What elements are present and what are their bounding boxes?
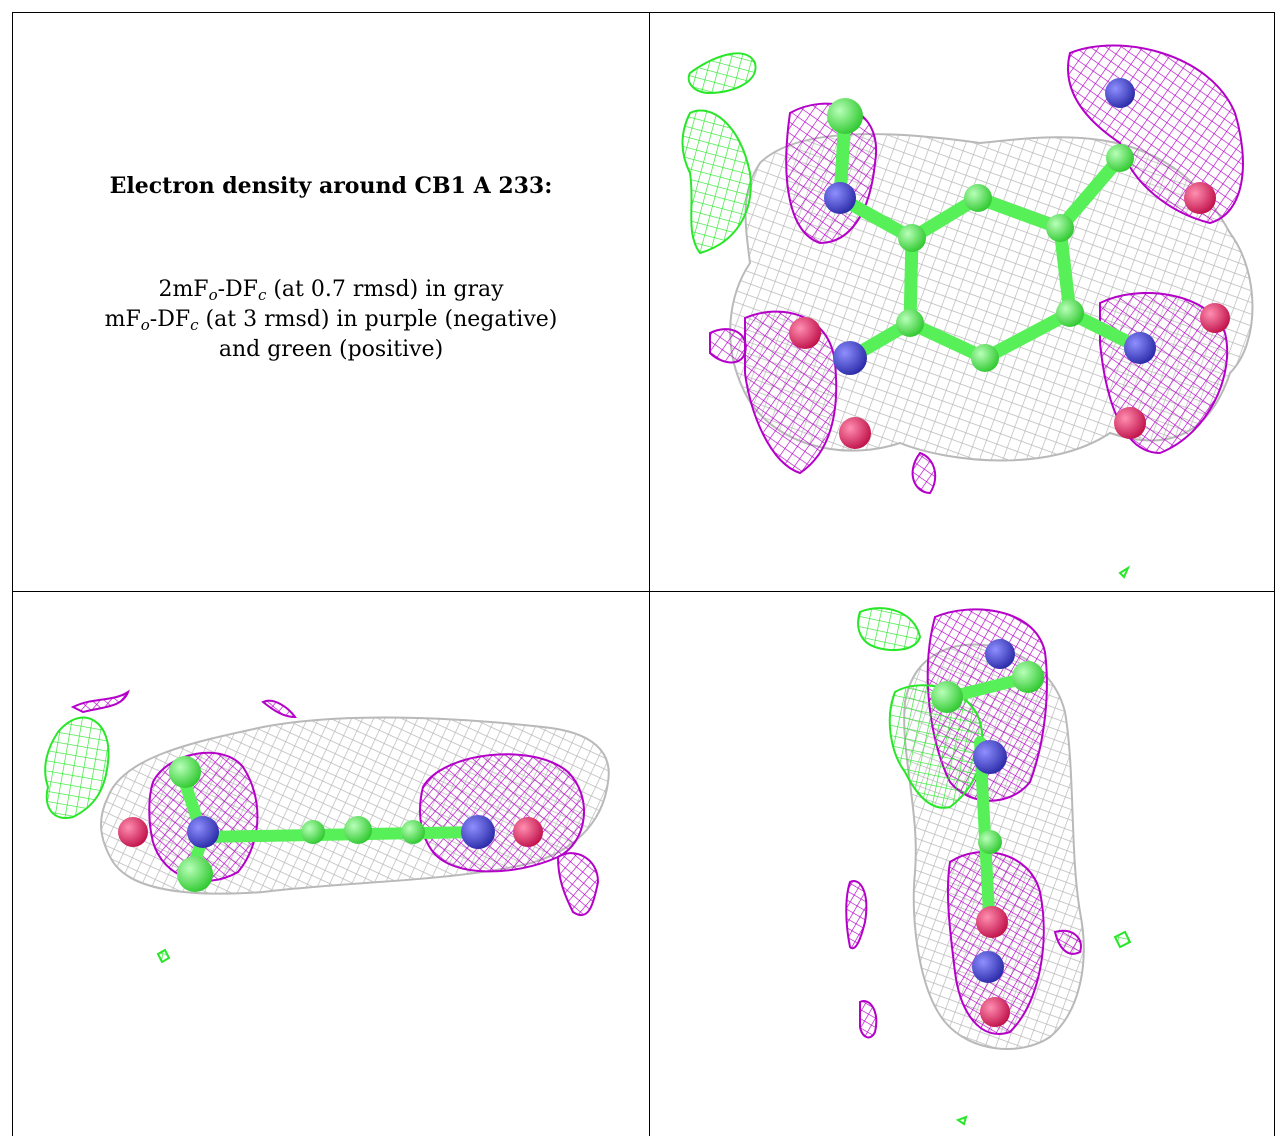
legend-line-purple: mFo-DFc (at 3 rmsd) in purple (negative) xyxy=(104,307,558,334)
molecule-atoms-side xyxy=(118,756,543,892)
density-view-end xyxy=(650,592,1274,1136)
legend-line-green: and green (positive) xyxy=(218,337,444,362)
legend-line-gray: 2mFo-DFc (at 0.7 rmsd) in gray xyxy=(158,277,504,304)
caption: Electron density around CB1 A 233: 2mFo-… xyxy=(13,173,649,365)
density-view-side xyxy=(13,592,649,1136)
green-density-patches xyxy=(681,52,1131,579)
density-top-svg xyxy=(681,44,1254,579)
green-density-patches-side xyxy=(44,716,171,964)
density-side-svg xyxy=(44,689,610,964)
molecule-atoms-end xyxy=(931,639,1044,1027)
caption-cell: Electron density around CB1 A 233: 2mFo-… xyxy=(13,13,649,591)
molecule-atoms xyxy=(789,78,1230,449)
density-end-svg xyxy=(845,607,1132,1126)
density-view-top xyxy=(650,13,1274,591)
caption-legend: 2mFo-DFc (at 0.7 rmsd) in gray mFo-DFc (… xyxy=(13,275,649,365)
figure-grid: Electron density around CB1 A 233: 2mFo-… xyxy=(12,12,1275,1136)
caption-title: Electron density around CB1 A 233: xyxy=(109,173,553,199)
vertical-divider xyxy=(649,13,650,1136)
horizontal-divider xyxy=(13,591,1274,592)
